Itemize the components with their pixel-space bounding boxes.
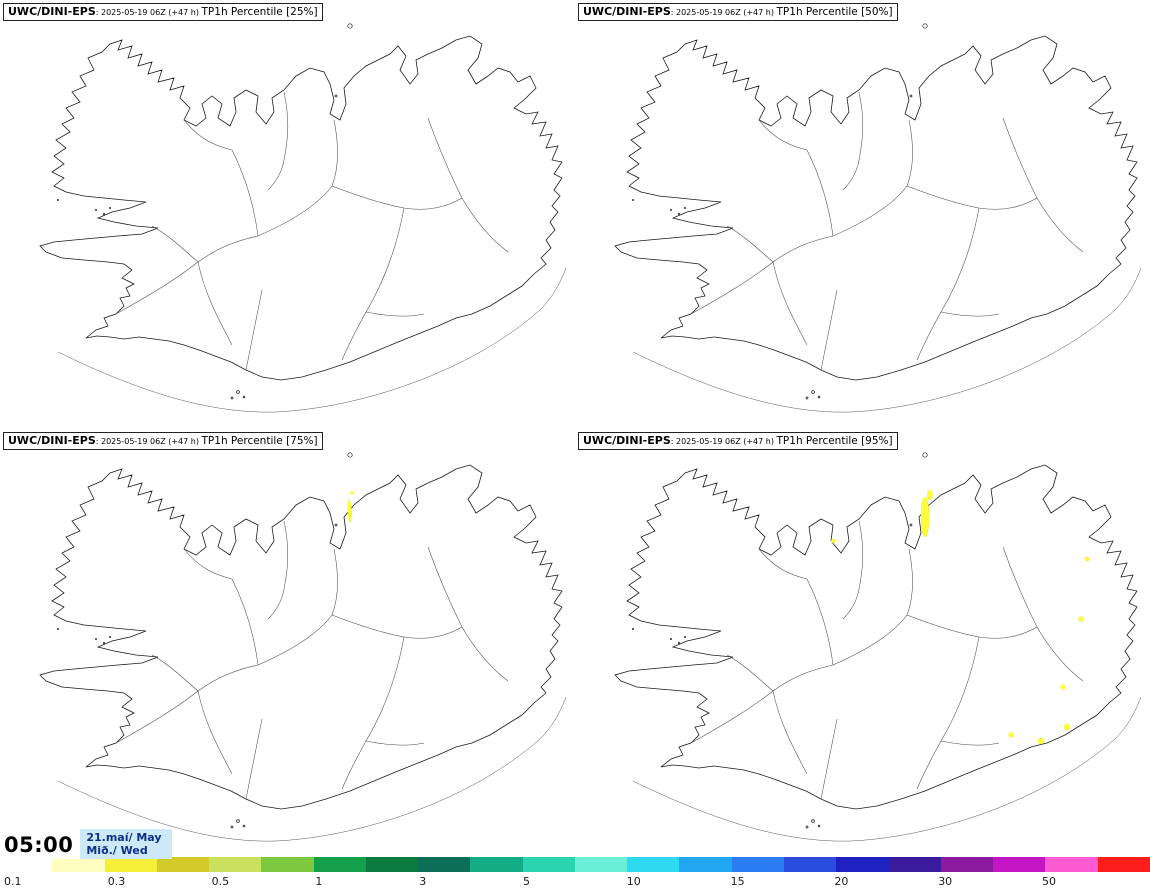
param-label: TP1h Percentile [95%] <box>776 435 893 447</box>
colorbar-tick-label: 30 <box>938 875 953 888</box>
colorbar-segment <box>783 857 837 872</box>
iceland-map <box>39 23 567 413</box>
panel-title: UWC/DINI-EPS: 2025-05-19 06Z (+47 h) TP1… <box>578 432 898 450</box>
iceland-map <box>39 452 567 842</box>
colorbar-segment <box>731 857 784 872</box>
colorbar-tick-label: 1 <box>315 875 323 888</box>
colorbar-segment <box>52 857 105 872</box>
colorbar-tick-label: 50 <box>1042 875 1056 888</box>
colorbar-segment <box>993 857 1046 872</box>
colorbar-segment <box>1097 857 1150 872</box>
iceland-map <box>614 452 1142 842</box>
valid-time: 05:00 <box>4 833 74 857</box>
precip-area-yellow <box>830 489 1090 745</box>
colorbar-segment <box>418 857 471 872</box>
map-panel-50: UWC/DINI-EPS: 2025-05-19 06Z (+47 h) TP1… <box>575 0 1150 429</box>
map-grid: UWC/DINI-EPS: 2025-05-19 06Z (+47 h) TP1… <box>0 0 1150 858</box>
valid-time-box: 05:00 21.maí/ May Mið./ Wed <box>2 829 172 859</box>
colorbar <box>0 857 1150 872</box>
model-label: UWC/DINI-EPS <box>583 434 671 447</box>
colorbar-segment <box>470 857 523 872</box>
run-label: : 2025-05-19 06Z (+47 h) <box>95 437 202 446</box>
colorbar-tick-label: 0.1 <box>4 875 22 888</box>
run-label: : 2025-05-19 06Z (+47 h) <box>670 437 777 446</box>
colorbar-tick-label: 10 <box>626 875 641 888</box>
colorbar-segment <box>522 857 575 872</box>
iceland-map <box>614 23 1142 413</box>
map-panel-95: UWC/DINI-EPS: 2025-05-19 06Z (+47 h) TP1… <box>575 429 1150 858</box>
colorbar-segment <box>104 857 157 872</box>
colorbar-labels: 0.1 0.3 0.5 1 3 5 10 15 20 30 50 <box>0 873 1150 891</box>
colorbar-segment <box>888 857 941 872</box>
colorbar-segment <box>574 857 628 872</box>
valid-date: 21.maí/ May <box>86 831 162 844</box>
colorbar-segment <box>209 857 262 872</box>
panel-title: UWC/DINI-EPS: 2025-05-19 06Z (+47 h) TP1… <box>578 3 898 21</box>
colorbar-segment <box>679 857 732 872</box>
colorbar-segment <box>836 857 889 872</box>
valid-day: Mið./ Wed <box>86 844 148 857</box>
model-label: UWC/DINI-EPS <box>8 434 96 447</box>
model-label: UWC/DINI-EPS <box>583 5 671 18</box>
colorbar-tick-label: 5 <box>523 875 530 888</box>
colorbar-segment <box>627 857 680 872</box>
run-label: : 2025-05-19 06Z (+47 h) <box>95 8 202 17</box>
colorbar-tick-label: 0.5 <box>211 875 230 888</box>
precip-area-yellow <box>347 491 354 524</box>
colorbar-tick-label: 15 <box>730 875 745 888</box>
colorbar-tick-label: 0.3 <box>107 875 126 888</box>
colorbar-segment <box>156 857 210 872</box>
run-label: : 2025-05-19 06Z (+47 h) <box>670 8 777 17</box>
valid-date-box: 21.maí/ May Mið./ Wed <box>80 829 172 859</box>
colorbar-segment <box>940 857 994 872</box>
map-panel-25: UWC/DINI-EPS: 2025-05-19 06Z (+47 h) TP1… <box>0 0 575 429</box>
model-label: UWC/DINI-EPS <box>8 5 96 18</box>
param-label: TP1h Percentile [50%] <box>776 6 893 18</box>
colorbar-segment <box>0 857 53 872</box>
colorbar-tick-label: 3 <box>419 875 427 888</box>
colorbar-segment <box>1045 857 1098 872</box>
panel-title: UWC/DINI-EPS: 2025-05-19 06Z (+47 h) TP1… <box>3 3 323 21</box>
colorbar-segment <box>313 857 366 872</box>
colorbar-segment <box>365 857 419 872</box>
colorbar-tick-label: 20 <box>834 875 849 888</box>
map-panel-75: UWC/DINI-EPS: 2025-05-19 06Z (+47 h) TP1… <box>0 429 575 858</box>
param-label: TP1h Percentile [25%] <box>201 6 318 18</box>
colorbar-segment <box>261 857 314 872</box>
param-label: TP1h Percentile [75%] <box>201 435 318 447</box>
panel-title: UWC/DINI-EPS: 2025-05-19 06Z (+47 h) TP1… <box>3 432 323 450</box>
